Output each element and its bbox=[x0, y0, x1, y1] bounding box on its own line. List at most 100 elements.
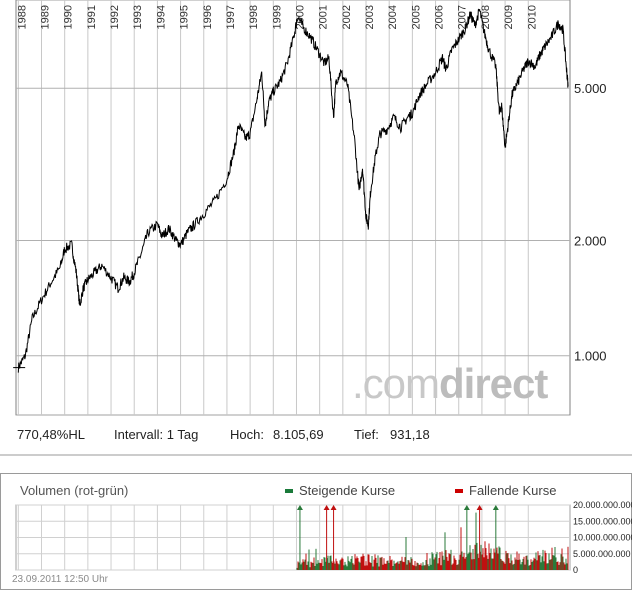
volume-bar bbox=[524, 564, 526, 570]
volume-bar bbox=[401, 556, 403, 570]
price-y-tick-label: 5.000 bbox=[574, 81, 607, 96]
volume-spike-marker bbox=[463, 505, 470, 510]
volume-bar bbox=[405, 537, 407, 570]
volume-bar bbox=[432, 553, 434, 570]
volume-bar bbox=[304, 559, 306, 570]
volume-bar bbox=[452, 563, 454, 570]
volume-bar bbox=[414, 561, 416, 570]
low-value: 931,18 bbox=[390, 427, 430, 442]
volume-bar bbox=[493, 548, 495, 570]
volume-bar bbox=[331, 561, 333, 570]
volume-bar bbox=[329, 555, 331, 570]
year-label: 2006 bbox=[434, 5, 446, 29]
volume-bar bbox=[338, 564, 340, 570]
volume-bar bbox=[467, 553, 469, 570]
volume-bar bbox=[496, 547, 498, 570]
volume-bar bbox=[379, 557, 381, 570]
volume-bar bbox=[330, 555, 332, 570]
volume-bar bbox=[301, 562, 303, 570]
year-label: 2000 bbox=[294, 5, 306, 29]
volume-bar bbox=[431, 552, 433, 570]
volume-bar bbox=[547, 563, 549, 570]
volume-bar bbox=[343, 565, 345, 570]
volume-bar bbox=[339, 560, 341, 570]
volume-bar bbox=[323, 557, 325, 570]
volume-bar bbox=[484, 541, 486, 570]
volume-bar bbox=[458, 559, 460, 570]
volume-bars bbox=[296, 512, 569, 570]
volume-bar bbox=[360, 556, 362, 570]
volume-chart-panel: Volumen (rot-grün) Steigende Kurse Falle… bbox=[0, 473, 632, 590]
volume-bar bbox=[371, 556, 373, 570]
volume-bar bbox=[483, 557, 485, 570]
volume-bar bbox=[409, 562, 411, 570]
volume-bar bbox=[491, 558, 493, 570]
price-series-line bbox=[17, 8, 569, 373]
price-y-tick-label: 2.000 bbox=[574, 234, 607, 249]
volume-bar bbox=[342, 558, 344, 570]
volume-bar bbox=[434, 557, 436, 570]
volume-bar bbox=[499, 547, 501, 570]
volume-bar bbox=[316, 563, 318, 570]
volume-bar bbox=[367, 554, 369, 570]
volume-bar bbox=[355, 558, 357, 570]
volume-bar bbox=[337, 563, 339, 570]
volume-bar bbox=[533, 557, 535, 570]
year-label: 2009 bbox=[503, 5, 515, 29]
volume-bar bbox=[314, 566, 316, 570]
price-chart-panel: 1988 1989 1990 1991 1992 1993 1994 1995 1996 1997… bbox=[0, 0, 632, 456]
year-labels: 1988 1989 1990 1991 1992 1993 1994 1995 1996 1997… bbox=[16, 5, 538, 29]
volume-bar bbox=[352, 563, 354, 570]
volume-bar bbox=[441, 551, 443, 570]
volume-bar bbox=[302, 559, 304, 570]
volume-bar bbox=[381, 556, 383, 570]
volume-bar bbox=[485, 548, 487, 570]
year-label: 1994 bbox=[155, 5, 167, 29]
volume-bar bbox=[540, 562, 542, 570]
volume-bar bbox=[361, 556, 363, 570]
volume-bar bbox=[354, 554, 356, 570]
volume-bar bbox=[535, 552, 537, 570]
volume-bar bbox=[362, 553, 364, 570]
volume-bar bbox=[351, 556, 353, 570]
price-chart-frame bbox=[15, 0, 571, 416]
volume-bar bbox=[402, 561, 404, 570]
volume-bar bbox=[465, 557, 467, 570]
volume-bar bbox=[334, 563, 336, 570]
volume-bar bbox=[350, 558, 352, 570]
volume-spike-marker bbox=[476, 505, 483, 510]
volume-bar bbox=[377, 555, 379, 570]
volume-markers bbox=[296, 505, 499, 570]
volume-bar bbox=[497, 553, 499, 570]
volume-bar bbox=[461, 551, 463, 570]
volume-bar bbox=[391, 559, 393, 570]
volume-bar bbox=[364, 565, 366, 570]
perf-label: 770,48%HL bbox=[17, 427, 85, 442]
volume-bar bbox=[300, 564, 302, 570]
volume-bar bbox=[415, 566, 417, 570]
volume-bar bbox=[522, 558, 524, 570]
volume-bar bbox=[455, 560, 457, 570]
volume-bar bbox=[410, 557, 412, 570]
volume-bar bbox=[521, 562, 523, 570]
volume-bar bbox=[366, 565, 368, 570]
volume-bar bbox=[511, 560, 513, 570]
volume-bar bbox=[384, 563, 386, 570]
volume-bar bbox=[378, 566, 380, 570]
volume-bar bbox=[487, 558, 489, 570]
volume-bar bbox=[520, 564, 522, 570]
volume-bar bbox=[510, 554, 512, 570]
volume-bar bbox=[529, 565, 531, 570]
volume-bar bbox=[527, 559, 529, 570]
volume-bar bbox=[403, 562, 405, 570]
volume-bar bbox=[442, 555, 444, 570]
volume-y-tick-label: 10.000.000.000 bbox=[573, 533, 632, 543]
volume-bar bbox=[544, 550, 546, 570]
volume-bar bbox=[549, 559, 551, 570]
volume-bar bbox=[358, 561, 360, 570]
volume-bar bbox=[373, 559, 375, 570]
volume-bar bbox=[357, 558, 359, 570]
volume-spike-marker bbox=[492, 505, 499, 510]
volume-bar bbox=[385, 563, 387, 570]
